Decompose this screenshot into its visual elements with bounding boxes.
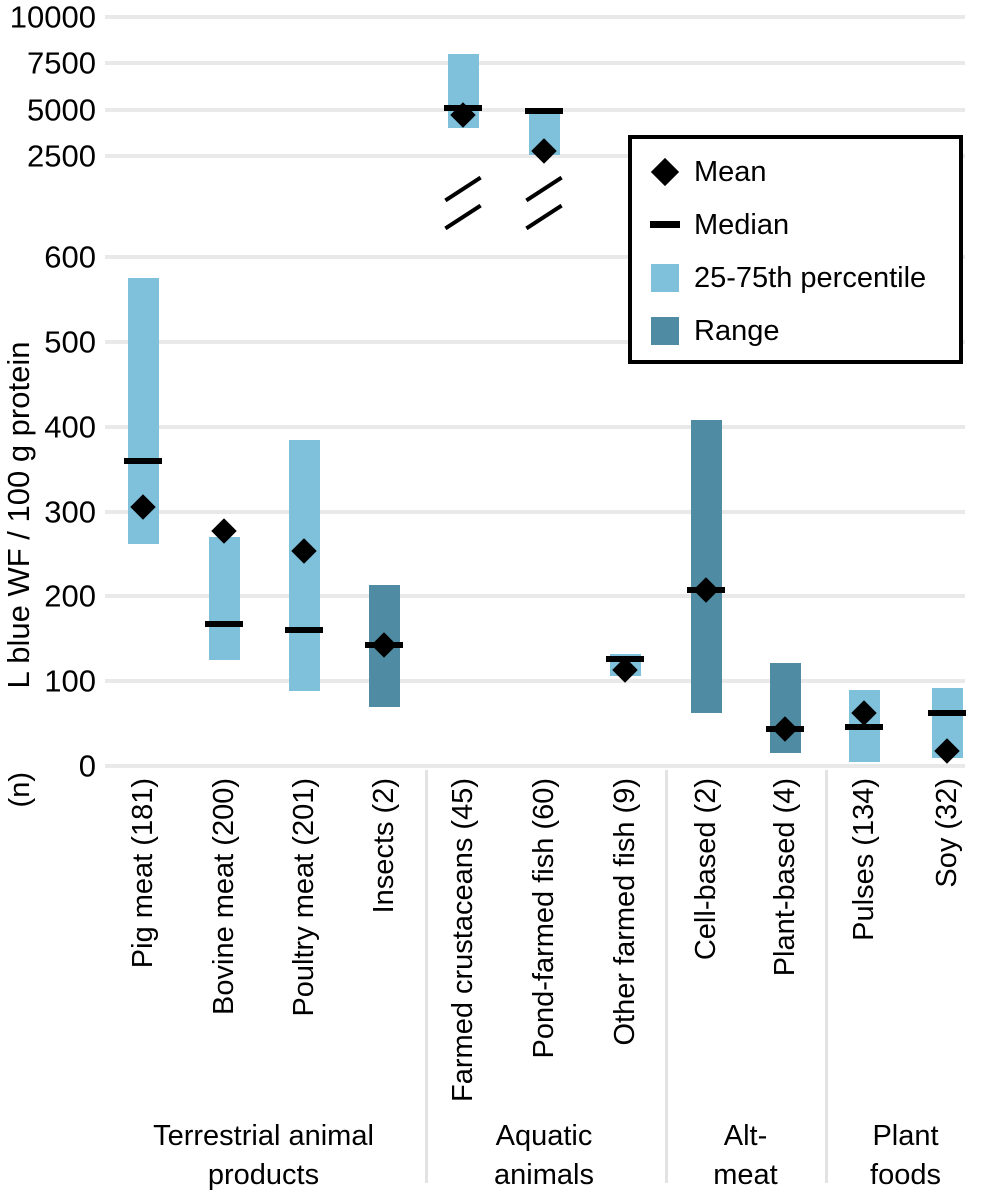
median-marker bbox=[205, 621, 243, 628]
legend-item-median: Median bbox=[632, 198, 959, 251]
axis-tick-label: 300 bbox=[44, 494, 96, 530]
axis-tick-label: 7500 bbox=[27, 45, 96, 81]
category-label: Bovine meat (200) bbox=[208, 778, 240, 1015]
category-label: Plant-based (4) bbox=[769, 778, 801, 977]
axis-tick-label: 0 bbox=[78, 748, 96, 784]
axis-tick-label: 500 bbox=[44, 324, 96, 360]
group-label: Plant foods bbox=[870, 1120, 941, 1191]
group-label: Aquatic animals bbox=[494, 1120, 594, 1191]
group-separator bbox=[665, 770, 668, 1183]
legend-item-mean: Mean bbox=[632, 145, 959, 198]
axis-tick-label: 10000 bbox=[9, 0, 96, 35]
gridline bbox=[105, 340, 965, 344]
median-marker bbox=[525, 107, 563, 114]
group-label: Alt-meat bbox=[713, 1120, 778, 1191]
median-marker bbox=[928, 710, 966, 717]
group-separator bbox=[825, 770, 828, 1183]
category-label: Pond-farmed fish (60) bbox=[528, 778, 560, 1059]
axis-tick-label: 100 bbox=[44, 663, 96, 699]
category-label: Soy (32) bbox=[931, 778, 963, 888]
gridline bbox=[105, 255, 965, 260]
percentile-bar Bovine meat (200) bbox=[208, 537, 240, 660]
range-swatch-icon bbox=[648, 314, 682, 348]
percentile-bar Poultry meat (201) bbox=[288, 439, 320, 692]
category-label: Farmed crustaceans (45) bbox=[447, 778, 479, 1102]
category-label: Pulses (134) bbox=[848, 778, 880, 941]
group-separator bbox=[425, 770, 428, 1183]
gridline bbox=[105, 15, 965, 19]
legend-label: 25-75th percentile bbox=[694, 261, 927, 294]
median-marker bbox=[845, 723, 883, 730]
category-label: Poultry meat (201) bbox=[288, 778, 320, 1017]
category-label: Insects (2) bbox=[368, 778, 400, 914]
percentile-swatch-icon bbox=[648, 261, 682, 295]
range-bar Cell-based (2) bbox=[690, 420, 722, 714]
axis-break-mark bbox=[444, 175, 482, 203]
gridline bbox=[105, 594, 965, 599]
gridline bbox=[105, 679, 965, 684]
axis-break-mark bbox=[525, 175, 563, 203]
median-marker bbox=[285, 627, 323, 634]
gridline bbox=[105, 764, 965, 768]
category-label: Cell-based (2) bbox=[690, 778, 722, 961]
gridline bbox=[105, 509, 965, 514]
legend-label: Mean bbox=[694, 155, 767, 188]
axis-tick-label: 5000 bbox=[27, 92, 96, 128]
axis-break-mark bbox=[525, 203, 563, 231]
axis-tick-label: 200 bbox=[44, 578, 96, 614]
gridline bbox=[105, 154, 965, 158]
legend-item-percentile: 25-75th percentile bbox=[632, 251, 959, 304]
median-dash-icon bbox=[648, 208, 682, 242]
mean-diamond-icon bbox=[648, 155, 682, 189]
gridline bbox=[105, 424, 965, 429]
category-label: Other farmed fish (9) bbox=[609, 778, 641, 1046]
legend: Mean Median 25-75th percentile Range bbox=[628, 135, 963, 364]
gridline bbox=[105, 61, 965, 66]
legend-item-range: Range bbox=[632, 304, 959, 357]
median-marker bbox=[124, 457, 162, 464]
legend-label: Range bbox=[694, 314, 780, 347]
category-label: Pig meat (181) bbox=[127, 778, 159, 969]
axis-tick-label: 400 bbox=[44, 409, 96, 445]
group-label: Terrestrial animal products bbox=[153, 1120, 374, 1191]
legend-label: Median bbox=[694, 208, 790, 241]
axis-tick-label: 2500 bbox=[27, 138, 96, 174]
axis-break-mark bbox=[444, 203, 482, 231]
axis-tick-label: 600 bbox=[44, 239, 96, 275]
